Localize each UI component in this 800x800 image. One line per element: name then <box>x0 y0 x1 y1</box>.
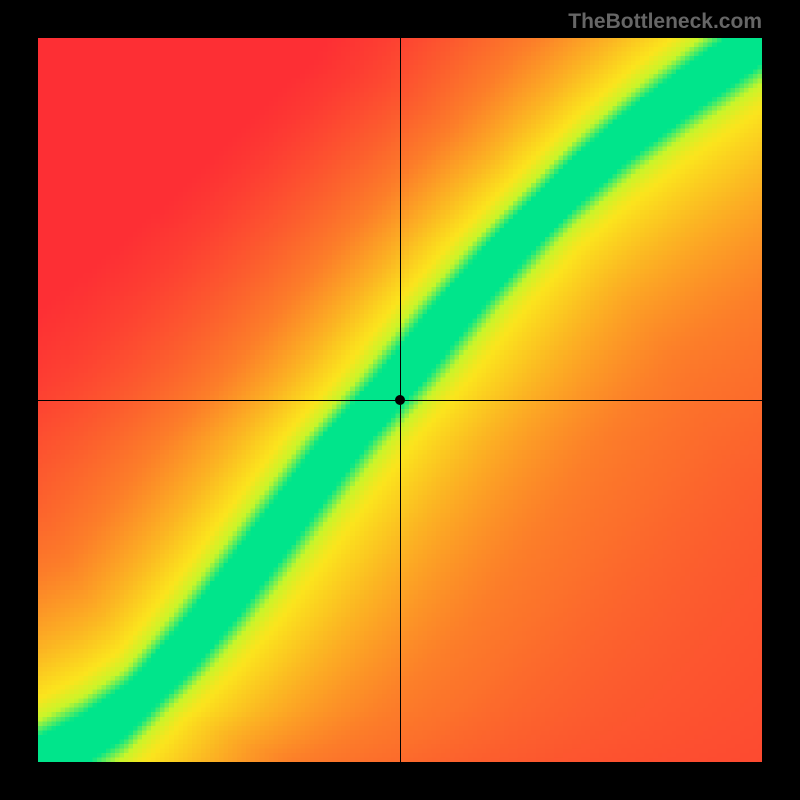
watermark-text: TheBottleneck.com <box>568 10 762 34</box>
bottleneck-chart: TheBottleneck.com <box>0 0 800 800</box>
marker-point <box>395 395 405 405</box>
